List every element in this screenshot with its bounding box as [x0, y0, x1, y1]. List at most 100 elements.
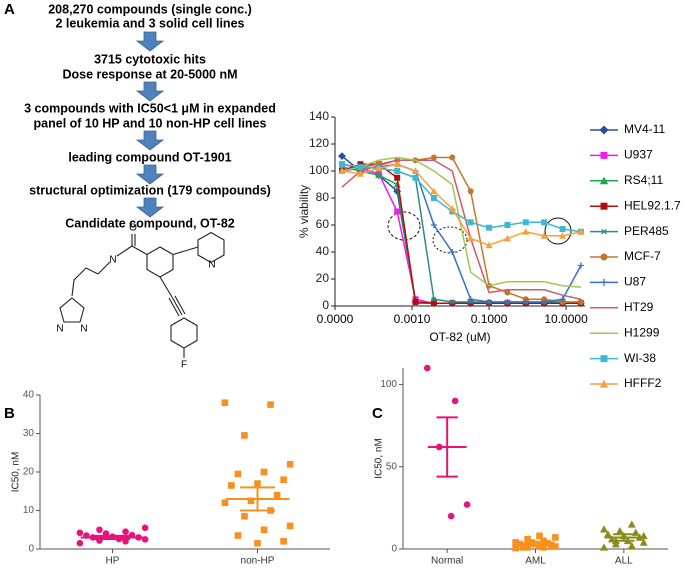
step-text: 3715 cytotoxic hits — [94, 52, 206, 66]
x-tick-label: 0.0000 — [317, 312, 354, 326]
marker — [338, 167, 346, 174]
marker — [615, 526, 624, 535]
atom-label: O — [129, 223, 137, 234]
legend-label: H1299 — [624, 325, 660, 339]
marker — [449, 154, 456, 161]
flow-arrow — [135, 164, 165, 185]
y-tick-label: 80 — [316, 190, 330, 204]
marker — [267, 401, 274, 408]
y-axis-label: IC50, nM — [374, 438, 385, 479]
marker — [504, 298, 511, 305]
marker — [559, 296, 566, 303]
marker — [540, 537, 547, 545]
marker — [430, 300, 437, 307]
marker — [504, 222, 511, 228]
marker — [627, 520, 636, 528]
marker — [447, 512, 455, 520]
marker — [486, 224, 493, 231]
marker — [522, 219, 529, 226]
marker — [485, 241, 493, 249]
marker — [247, 497, 255, 505]
marker — [254, 539, 261, 547]
y-tick-label: 50 — [386, 461, 398, 472]
marker — [512, 544, 519, 552]
step-text: Candidate compound, OT-82 — [65, 216, 235, 230]
y-tick-label: 0 — [391, 544, 397, 555]
marker — [467, 296, 474, 303]
marker — [260, 526, 268, 534]
marker — [286, 461, 294, 468]
marker — [394, 168, 401, 174]
y-axis-label: % viability — [297, 185, 311, 238]
marker — [430, 154, 437, 161]
marker — [600, 151, 608, 159]
marker — [522, 298, 529, 305]
legend-label: HFFF2 — [624, 376, 662, 390]
marker — [552, 534, 559, 541]
annotation-ellipse — [387, 211, 421, 241]
marker — [241, 432, 248, 439]
marker — [286, 522, 294, 530]
marker — [548, 542, 555, 550]
marker — [411, 167, 420, 174]
marker — [536, 532, 543, 540]
y-tick-label: 100 — [380, 379, 397, 390]
atom-label: F — [181, 360, 187, 371]
marker — [430, 187, 438, 195]
atom-label: N — [80, 324, 87, 335]
marker — [394, 208, 401, 215]
marker — [260, 468, 268, 476]
marker — [254, 480, 261, 487]
marker — [234, 532, 242, 539]
error-bar — [239, 486, 276, 512]
marker — [503, 234, 512, 242]
y-tick-label: 20 — [316, 271, 330, 285]
marker — [600, 253, 608, 261]
marker — [541, 298, 548, 305]
marker — [522, 228, 530, 235]
flow-arrow — [135, 197, 165, 218]
marker — [600, 202, 608, 210]
legend-label: MV4-11 — [624, 122, 665, 136]
marker — [577, 298, 584, 305]
marker — [599, 176, 609, 185]
marker — [463, 501, 471, 508]
y-tick-label: 120 — [309, 136, 329, 150]
series-line — [341, 156, 581, 288]
marker — [639, 538, 648, 546]
marker — [228, 482, 235, 489]
panel-label: C — [372, 405, 383, 422]
flow-arrow — [135, 81, 165, 102]
marker — [76, 539, 84, 547]
marker — [280, 538, 287, 545]
y-tick-label: 20 — [23, 467, 35, 478]
y-tick-label: 0 — [28, 544, 34, 555]
marker — [520, 544, 527, 551]
legend-label: HEL92.1.7 — [624, 198, 681, 212]
marker — [375, 171, 383, 179]
marker — [357, 163, 364, 170]
series-line — [341, 156, 581, 303]
annotation-circle — [544, 217, 572, 245]
marker — [577, 228, 585, 235]
series-line — [341, 163, 582, 247]
marker — [234, 470, 242, 478]
flow-arrow — [135, 130, 165, 151]
x-tick-label: non-HP — [241, 556, 275, 567]
x-tick-label: ALL — [615, 556, 633, 567]
error-bar — [524, 541, 547, 547]
marker — [540, 232, 548, 239]
y-tick-label: 30 — [23, 428, 35, 439]
marker — [559, 226, 566, 233]
marker — [451, 397, 459, 405]
marker — [339, 161, 346, 168]
step-text: leading compound OT-1901 — [68, 150, 231, 164]
marker — [393, 187, 402, 196]
x-tick-label: 0.1000 — [471, 312, 508, 326]
marker — [356, 170, 365, 177]
marker — [423, 364, 431, 372]
step-text: 2 leukemia and 3 solid cell lines — [56, 16, 245, 30]
marker — [504, 289, 511, 296]
structure — [59, 231, 225, 358]
